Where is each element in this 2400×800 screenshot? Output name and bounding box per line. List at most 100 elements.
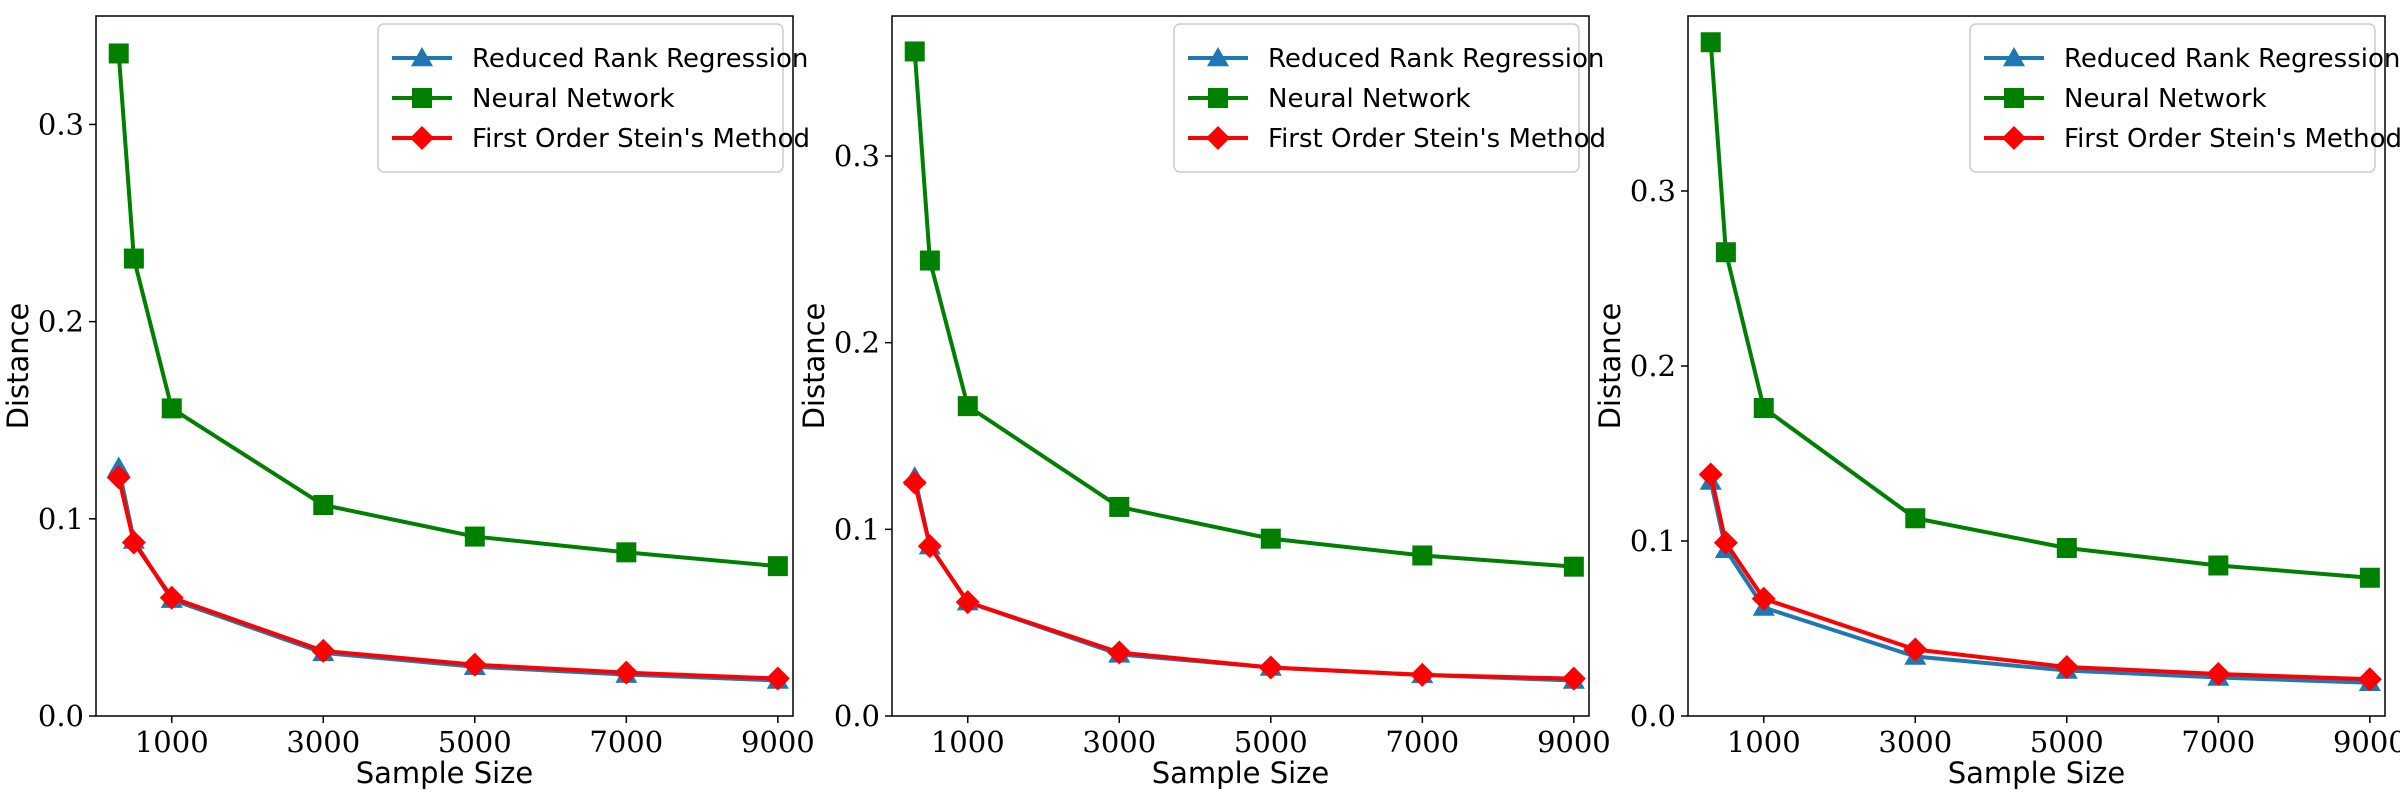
legend-entry: First Order Stein's Method [1268, 124, 1606, 154]
y-axis-label: Distance [1, 303, 35, 430]
data-point [1109, 496, 1130, 517]
data-point [1751, 586, 1776, 611]
series-line [1708, 474, 2370, 682]
data-point [2054, 655, 2079, 679]
x-tick-label: 9000 [1537, 725, 1611, 759]
series-line [912, 482, 1574, 681]
y-tick-label: 0.1 [1630, 524, 1676, 558]
x-tick-label: 3000 [1878, 725, 1952, 759]
series-line [912, 476, 1574, 683]
x-tick-label: 5000 [438, 725, 512, 759]
data-point [902, 470, 927, 495]
series-diamond [902, 470, 1586, 691]
y-tick-label: 0.3 [834, 139, 880, 173]
x-tick-label: 5000 [2030, 725, 2104, 759]
legend-entry: Reduced Rank Regression [2064, 44, 2400, 74]
y-tick-label: 0.0 [834, 699, 880, 733]
series-square [904, 41, 1584, 577]
data-point [1563, 556, 1584, 577]
y-tick-label: 0.2 [834, 326, 880, 360]
legend-marker [412, 88, 432, 108]
data-point [462, 652, 487, 677]
data-point [2208, 555, 2229, 576]
x-axis-label: Sample Size [356, 756, 533, 790]
legend-entry: First Order Stein's Method [2064, 124, 2400, 154]
data-point [2357, 667, 2382, 692]
chart-panel-1: 1000 3000 5000 7000 9000 0.0 0.1 0.2 0.3 Sample S… [1, 15, 815, 790]
y-tick-label: 0.1 [834, 512, 880, 546]
data-point [1753, 398, 1774, 418]
legend: Reduced Rank Regression Neural Network Fir… [377, 23, 810, 173]
legend-box [1969, 23, 2376, 173]
data-point [616, 542, 637, 563]
y-tick-label: 0.2 [1630, 349, 1676, 383]
data-point [1107, 640, 1132, 665]
x-tick-label: 1000 [1727, 725, 1801, 759]
y-tick-label: 0.3 [38, 107, 84, 141]
data-point [1698, 462, 1723, 487]
x-tick-label: 3000 [1082, 725, 1156, 759]
plot-frame [95, 15, 794, 717]
y-tick-label: 0.0 [38, 699, 84, 733]
data-point [2359, 567, 2380, 588]
y-tick-label: 0.0 [1630, 699, 1676, 733]
series-line [116, 467, 778, 683]
legend: Reduced Rank Regression Neural Network Fir… [1173, 23, 1606, 173]
data-point [311, 638, 336, 663]
data-point [1412, 545, 1433, 566]
series-triangle [1699, 470, 2381, 691]
y-tick-label: 0.1 [38, 502, 84, 536]
data-point [313, 495, 334, 516]
series-line [1708, 481, 2370, 685]
data-point [614, 660, 639, 685]
y-tick-label: 0.3 [1630, 174, 1676, 208]
data-point [957, 396, 978, 417]
plot-frame [891, 15, 1590, 717]
data-point [904, 41, 925, 62]
x-axis-label: Sample Size [1948, 756, 2125, 790]
data-point [2206, 662, 2231, 686]
data-point [159, 585, 184, 610]
legend-entry: Reduced Rank Regression [472, 44, 808, 74]
series-triangle [903, 466, 1585, 689]
series-triangle [107, 456, 789, 689]
chart-panel-2: 1000 3000 5000 7000 9000 0.0 0.1 0.2 0.3 Sample S… [797, 15, 1611, 790]
data-point [1903, 637, 1928, 662]
x-tick-label: 9000 [741, 725, 815, 759]
series-line [116, 476, 778, 681]
x-tick-label: 9000 [2333, 725, 2400, 759]
data-point [1561, 666, 1586, 691]
data-point [1258, 655, 1283, 680]
legend-entry: Neural Network [2064, 84, 2267, 114]
data-point [121, 530, 146, 555]
series-diamond [106, 465, 790, 691]
x-tick-label: 1000 [931, 725, 1005, 759]
x-tick-label: 7000 [2181, 725, 2255, 759]
y-axis-label: Distance [1593, 303, 1627, 430]
legend-marker [1207, 47, 1229, 67]
data-point [765, 666, 790, 691]
x-axis-label: Sample Size [1152, 756, 1329, 790]
series-square [1700, 32, 2380, 588]
x-tick-label: 5000 [1234, 725, 1308, 759]
x-tick-label: 1000 [135, 725, 209, 759]
legend-box [1173, 23, 1580, 173]
data-point [955, 590, 980, 615]
data-point [464, 526, 485, 547]
legend-entry: First Order Stein's Method [472, 124, 810, 154]
y-tick-label: 0.2 [38, 305, 84, 339]
legend-marker [411, 47, 433, 67]
legend-marker [2004, 88, 2024, 108]
data-point [919, 250, 940, 271]
data-point [1700, 32, 1721, 53]
legend-box [377, 23, 784, 173]
data-point [767, 556, 788, 577]
legend: Reduced Rank Regression Neural Network Fir… [1969, 23, 2400, 173]
legend-marker [2003, 47, 2025, 67]
data-point [1713, 530, 1738, 555]
x-tick-label: 7000 [1385, 725, 1459, 759]
data-point [917, 534, 942, 559]
y-axis-label: Distance [797, 303, 831, 430]
data-point [1410, 662, 1435, 687]
